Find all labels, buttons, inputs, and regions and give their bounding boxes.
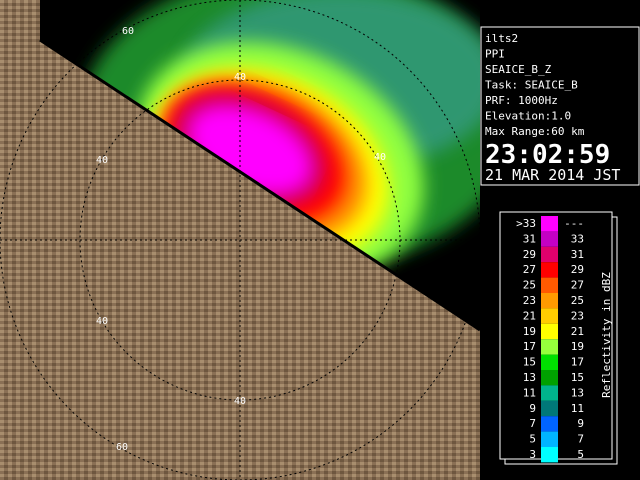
- ring-label: 40: [234, 396, 246, 407]
- legend-label: 7: [577, 433, 584, 446]
- legend-label: 5: [577, 448, 584, 461]
- legend-label: 7: [529, 417, 536, 430]
- legend-label: 31: [571, 248, 584, 261]
- legend-label: 9: [577, 417, 584, 430]
- info: ilts2 PPI SEAICE_B_Z Task: SEAICE_B PRF: 100…: [485, 32, 585, 138]
- legend-title: Reflectivity in dBZ: [600, 272, 613, 398]
- legend-label: 11: [571, 402, 584, 415]
- ring-label: 40: [96, 316, 108, 327]
- legend-label: 19: [571, 340, 584, 353]
- info-line: Max Range:60 km: [485, 125, 585, 138]
- legend-label: 25: [523, 279, 536, 292]
- legend-label: 21: [571, 325, 584, 338]
- range-rings: [0, 0, 480, 480]
- info-line: PPI: [485, 48, 505, 61]
- legend-label: 19: [523, 325, 536, 338]
- info-box: [480, 26, 640, 186]
- legend-label: 27: [523, 263, 536, 276]
- ring-label: 40: [96, 155, 108, 166]
- legend-swatch: [541, 323, 558, 340]
- ring-label: 40: [234, 72, 246, 83]
- legend-label: 25: [571, 294, 584, 307]
- legend-label: 5: [529, 433, 536, 446]
- legend-swatch: [541, 370, 558, 386]
- legend-swatch: [541, 308, 558, 324]
- legend-swatch: [541, 431, 558, 447]
- legend-label: 15: [523, 356, 536, 369]
- legend-label: 17: [571, 356, 584, 369]
- legend-swatch: [541, 416, 558, 432]
- ring-label: 40: [374, 152, 386, 163]
- legend: >33 --- 31 33 29 31 27 29 25 27 23 25 21 23 19 21 17 19 15…: [516, 216, 584, 463]
- legend-label: 13: [523, 371, 536, 384]
- legend-swatch: [541, 339, 558, 355]
- legend-swatch: [541, 246, 558, 263]
- legend-label: 33: [571, 232, 584, 245]
- date: 21 MAR 2014 JST: [485, 166, 620, 184]
- info-line: Elevation:1.0: [485, 110, 571, 123]
- legend-label: 3: [529, 448, 536, 461]
- legend-swatch: [541, 262, 558, 278]
- legend-swatch: [541, 293, 558, 309]
- legend-label: 11: [523, 386, 536, 399]
- legend-label: 13: [571, 386, 584, 399]
- legend-label: ---: [564, 217, 584, 230]
- legend-label: 29: [523, 248, 536, 261]
- legend-label: 23: [571, 309, 584, 322]
- legend-swatch: [541, 354, 558, 370]
- legend-swatch: [541, 216, 558, 232]
- info-line: PRF: 1000Hz: [485, 94, 558, 107]
- legend-swatch: [541, 447, 558, 463]
- legend-label: 21: [523, 309, 536, 322]
- legend-label: 27: [571, 279, 584, 292]
- ring-label: 60: [122, 26, 134, 37]
- legend-label: >33: [516, 217, 536, 230]
- legend-swatch: [541, 400, 558, 417]
- info-line: Task: SEAICE_B: [485, 79, 578, 92]
- legend-label: 31: [523, 232, 536, 245]
- legend-label: 15: [571, 371, 584, 384]
- time: 23:02:59: [485, 140, 610, 170]
- legend-label: 9: [529, 402, 536, 415]
- legend-swatch: [541, 277, 558, 293]
- legend-label: 29: [571, 263, 584, 276]
- ring-label: 60: [116, 442, 128, 453]
- legend-swatch: [541, 231, 558, 247]
- radar-image: 60 40 40 40 40 40 60: [0, 0, 480, 480]
- legend-label: 23: [523, 294, 536, 307]
- legend-swatch: [541, 385, 558, 401]
- legend-label: 17: [523, 340, 536, 353]
- info-line: SEAICE_B_Z: [485, 63, 552, 76]
- info-line: ilts2: [485, 32, 518, 45]
